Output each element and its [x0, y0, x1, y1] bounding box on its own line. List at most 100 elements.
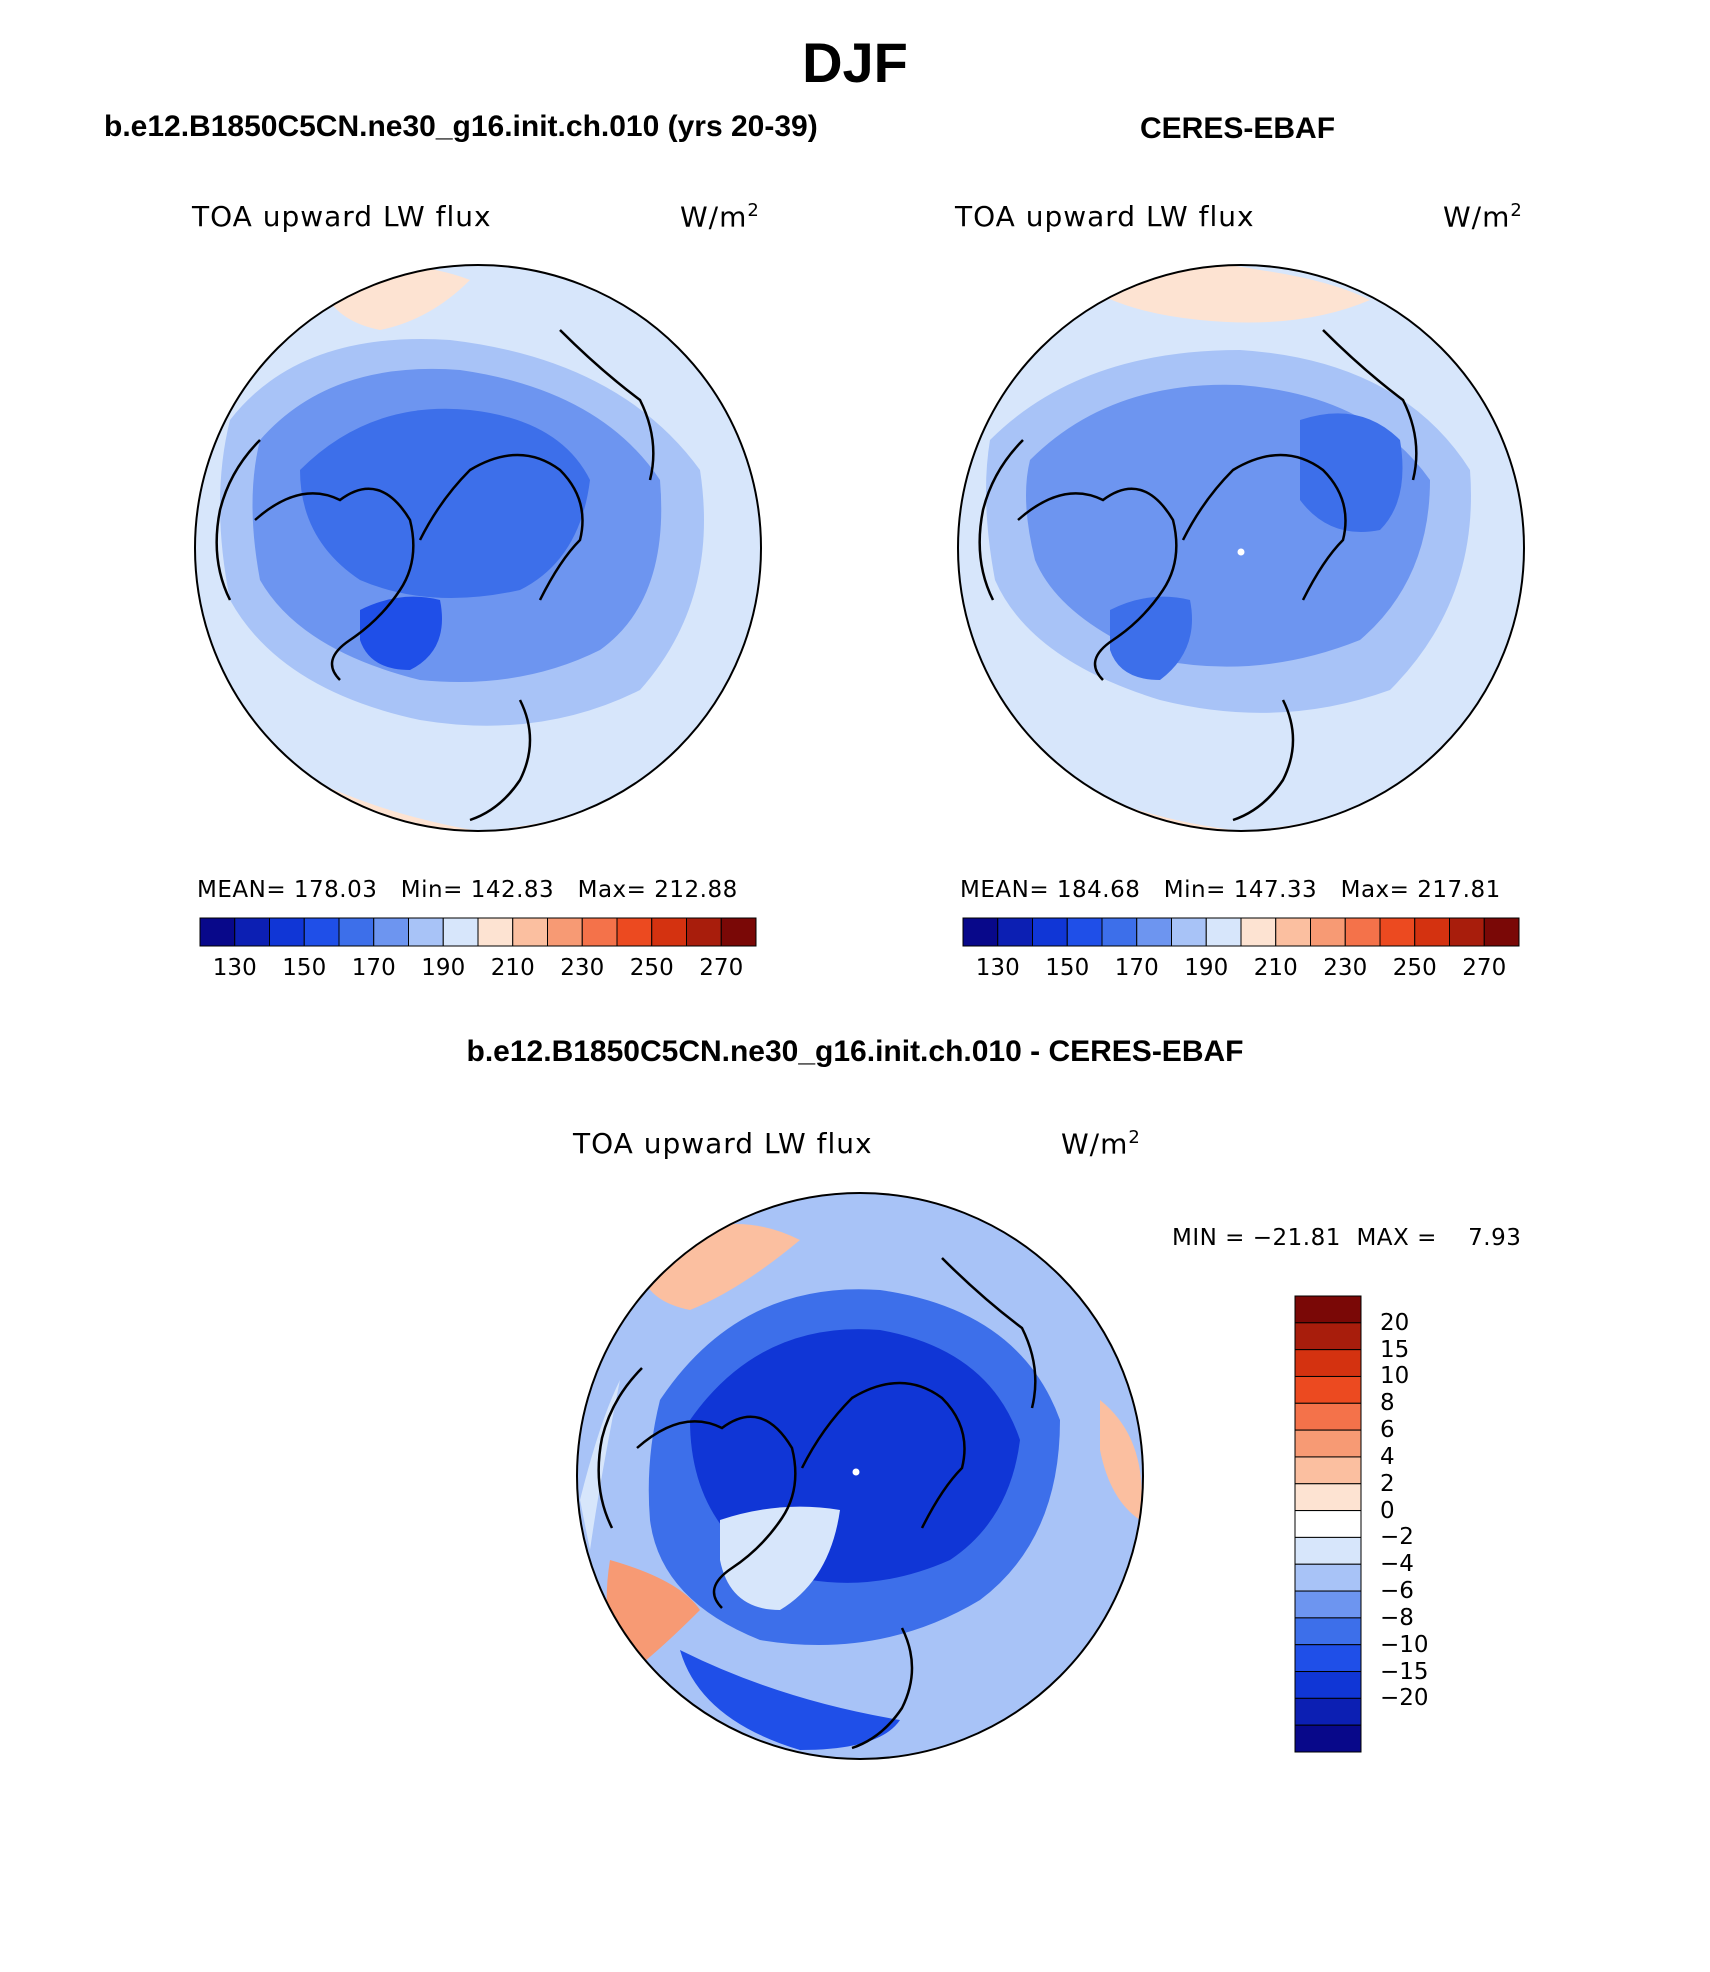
panel1-stats: MEAN= 178.03 Min= 142.83 Max= 212.88 [197, 877, 738, 903]
panel1-title: b.e12.B1850C5CN.ne30_g16.init.ch.010 (yr… [104, 110, 818, 143]
colorbar-swatch [1294, 1322, 1362, 1351]
panel1-units: W/m2 [680, 200, 760, 234]
panel2-map-border [957, 264, 1525, 832]
colorbar-tick-label: 6 [1380, 1417, 1395, 1444]
colorbar-swatch [1294, 1644, 1362, 1673]
colorbar-tick-label: −4 [1380, 1551, 1414, 1578]
colorbar-tick-label: 230 [560, 955, 605, 981]
colorbar-swatch [997, 917, 1033, 947]
colorbar-tick-label: 2 [1380, 1470, 1395, 1497]
colorbar-swatch [1294, 1536, 1362, 1565]
colorbar-swatch [1240, 917, 1277, 947]
panel1-variable: TOA upward LW flux [192, 200, 492, 233]
colorbar-tick-label: 190 [421, 955, 466, 981]
panel2-stats: MEAN= 184.68 Min= 147.33 Max= 217.81 [960, 877, 1501, 903]
panel2-field-greenland [1110, 596, 1192, 680]
colorbar-tick-label: 150 [282, 955, 327, 981]
colorbar-swatch [651, 917, 687, 947]
colorbar-tick-label: 250 [629, 955, 674, 981]
colorbar-tick-label: 4 [1380, 1443, 1395, 1470]
colorbar-tick-label: 190 [1184, 955, 1229, 981]
colorbar-tick-label: 210 [1253, 955, 1298, 981]
colorbar-tick-label: 230 [1323, 955, 1368, 981]
panel2-title: CERES-EBAF [1140, 112, 1336, 145]
colorbar-tick-label: 250 [1392, 955, 1437, 981]
colorbar-swatch [199, 917, 236, 947]
colorbar-swatch [1294, 1724, 1362, 1753]
colorbar-tick-label: 170 [1114, 955, 1159, 981]
panel1-colorbar-ticks: 130 150 170 190 210 230 250 270 [200, 955, 756, 985]
colorbar-swatch [1294, 1349, 1362, 1377]
colorbar-swatch [1294, 1590, 1362, 1619]
colorbar-swatch [408, 917, 444, 947]
panel2-units: W/m2 [1443, 200, 1523, 234]
colorbar-swatch [962, 917, 999, 947]
colorbar-swatch [1294, 1510, 1362, 1538]
colorbar-tick-label: 20 [1380, 1309, 1410, 1336]
panel2-variable: TOA upward LW flux [955, 200, 1255, 233]
colorbar-tick-label: −2 [1380, 1524, 1414, 1551]
colorbar-swatch [581, 917, 618, 947]
colorbar-swatch [373, 917, 409, 947]
colorbar-tick-label: 210 [490, 955, 535, 981]
colorbar-tick-label: 10 [1380, 1363, 1410, 1390]
colorbar-swatch [616, 917, 653, 947]
colorbar-swatch [1310, 917, 1346, 947]
colorbar-swatch [234, 917, 270, 947]
colorbar-swatch [1294, 1375, 1362, 1404]
colorbar-tick-label: 270 [1462, 955, 1507, 981]
panel3-field-greenland [720, 1506, 840, 1610]
colorbar-tick-label: 150 [1045, 955, 1090, 981]
panel3-field-warm-e [1100, 1400, 1142, 1520]
panel3-pole-marker [852, 1468, 860, 1476]
panel1-colorbar [199, 917, 757, 947]
colorbar-swatch [1483, 917, 1520, 947]
colorbar-swatch [1344, 917, 1381, 947]
colorbar-swatch [1294, 1456, 1362, 1485]
colorbar-swatch [1294, 1429, 1362, 1458]
colorbar-swatch [1294, 1671, 1362, 1699]
colorbar-swatch [1032, 917, 1068, 947]
colorbar-swatch [512, 917, 548, 947]
colorbar-tick-label: −10 [1380, 1631, 1429, 1658]
colorbar-swatch [1379, 917, 1416, 947]
colorbar-swatch [442, 917, 479, 947]
colorbar-tick-label: −15 [1380, 1658, 1429, 1685]
colorbar-tick-label: 15 [1380, 1336, 1410, 1363]
colorbar-tick-label: 270 [699, 955, 744, 981]
colorbar-swatch [477, 917, 514, 947]
colorbar-tick-label: −20 [1380, 1685, 1429, 1712]
panel2-pole-marker [1237, 548, 1245, 556]
colorbar-tick-label: 170 [351, 955, 396, 981]
panel3-colorbar-ticks: 20 15 10 8 6 4 2 0 −2 −4 −6 −8 −10 −15 −20 [1380, 1296, 1440, 1752]
panel3-field-south [680, 1650, 900, 1750]
panel2-field-siberia [1300, 413, 1403, 532]
colorbar-swatch [1294, 1295, 1362, 1324]
colorbar-swatch [338, 917, 375, 947]
colorbar-swatch [1136, 917, 1172, 947]
main-title: DJF [802, 31, 908, 94]
colorbar-tick-label: −8 [1380, 1604, 1414, 1631]
colorbar-swatch [720, 917, 757, 947]
colorbar-swatch [1294, 1483, 1362, 1512]
colorbar-swatch [1101, 917, 1138, 947]
panel3-title: b.e12.B1850C5CN.ne30_g16.init.ch.010 - C… [466, 1035, 1244, 1068]
colorbar-tick-label: 8 [1380, 1390, 1395, 1417]
panel2-colorbar [962, 917, 1520, 947]
panel3-units: W/m2 [1061, 1127, 1141, 1161]
colorbar-swatch [1205, 917, 1242, 947]
colorbar-swatch [269, 917, 305, 947]
colorbar-swatch [1294, 1402, 1362, 1431]
colorbar-tick-label: −6 [1380, 1578, 1414, 1605]
colorbar-tick-label: 0 [1380, 1497, 1395, 1524]
panel3-map-border [576, 1192, 1144, 1760]
colorbar-tick-label: 130 [975, 955, 1020, 981]
panel3-colorbar [1294, 1295, 1362, 1753]
panel2-coastlines [978, 329, 1418, 822]
panel1-map-border [194, 264, 762, 832]
colorbar-tick-label: 130 [212, 955, 257, 981]
colorbar-swatch [1294, 1697, 1362, 1726]
